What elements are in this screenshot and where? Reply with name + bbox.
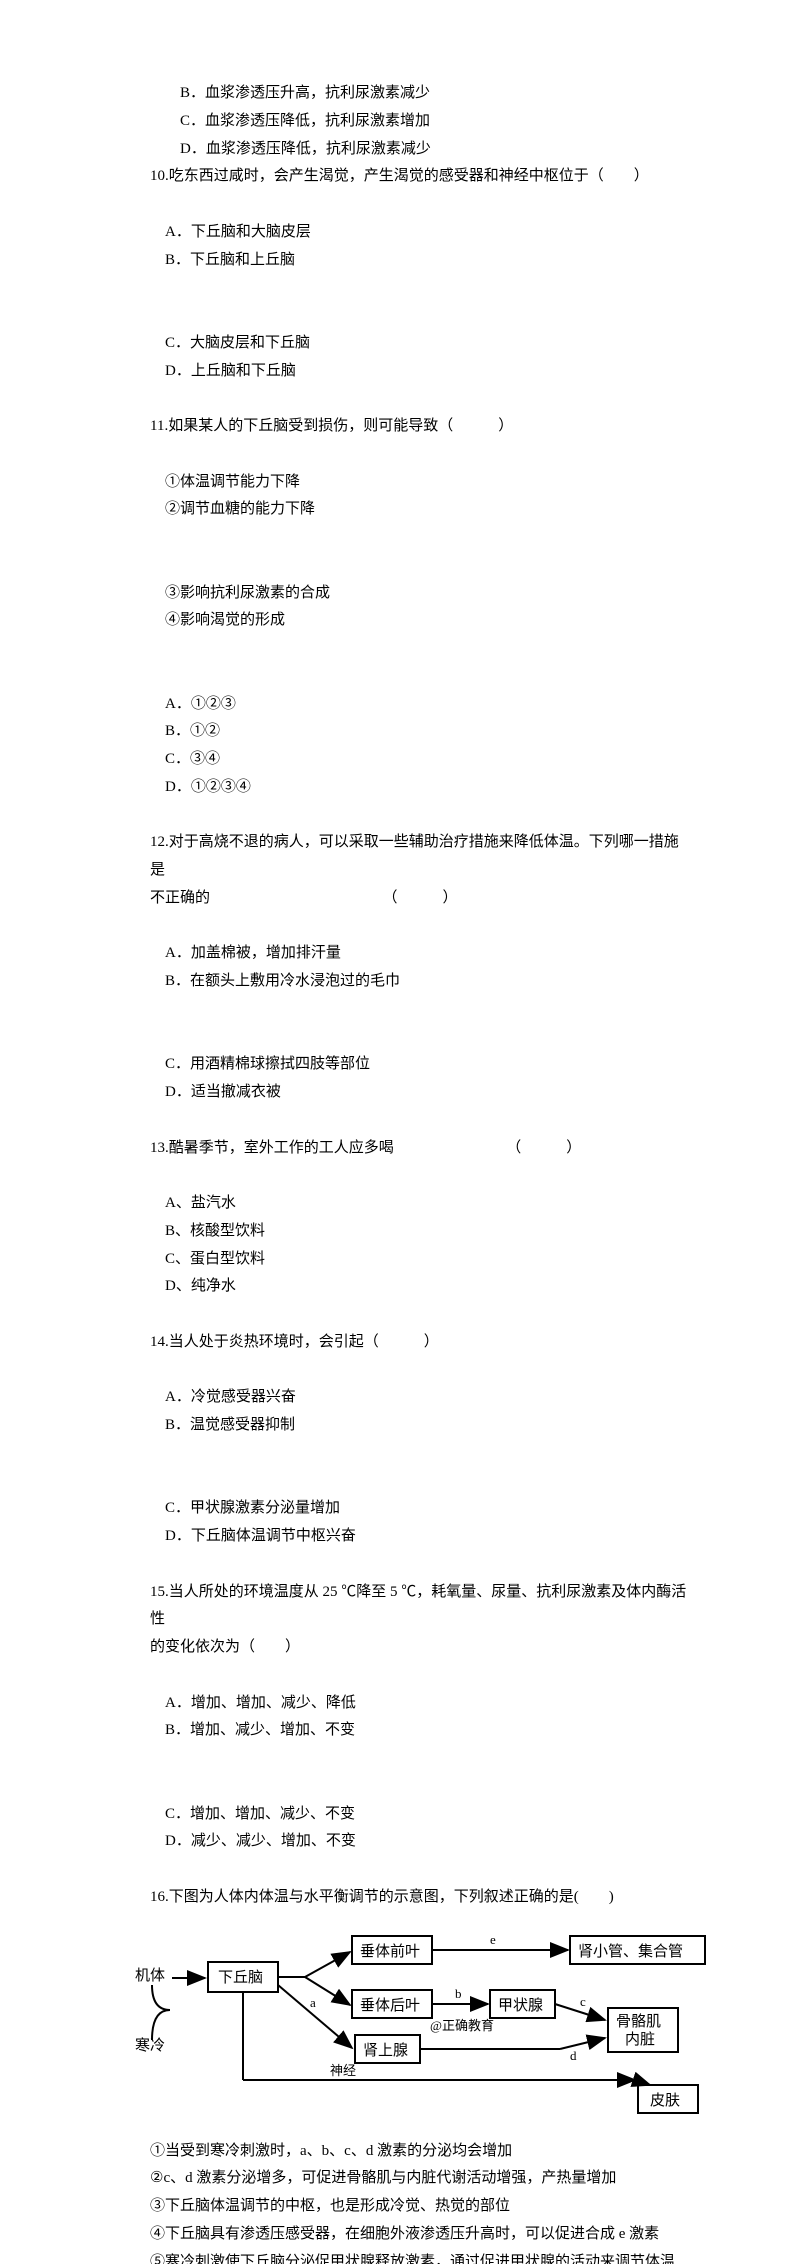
q11-row2: ③影响抗利尿激素的合成 ④影响渴觉的形成 (150, 552, 690, 663)
q11-o3: ③影响抗利尿激素的合成 (165, 580, 375, 608)
q11-o4: ④影响渴觉的形成 (165, 612, 285, 628)
hypothalamus-label: 下丘脑 (218, 1969, 263, 1986)
skin-label: 皮肤 (650, 2092, 680, 2109)
q13-a: A、盐汽水 (165, 1190, 300, 1218)
q16-o3: ③下丘脑体温调节的中枢，也是形成冷觉、热觉的部位 (150, 2193, 690, 2221)
q11-opts: A．①②③ B．①② C．③④ D．①②③④ (150, 663, 690, 830)
q14-a: A．冷觉感受器兴奋 (165, 1384, 405, 1412)
q13-stem: 13.酷暑季节，室外工作的工人应多喝 （ ） (150, 1135, 690, 1163)
q15-c: C．增加、增加、减少、不变 (165, 1801, 465, 1829)
q10-stem: 10.吃东西过咸时，会产生渴觉，产生渴觉的感受器和神经中枢位于（ ） (150, 163, 690, 191)
watermark: @正确教育 (430, 2018, 494, 2033)
q12-row2: C．用酒精棉球擦拭四肢等部位 D．适当撤减衣被 (150, 1024, 690, 1135)
exam-page: B．血浆渗透压升高，抗利尿激素减少 C．血浆渗透压降低，抗利尿激素增加 D．血浆… (0, 0, 800, 2264)
skeletal-muscle-label: 骨骼肌 (616, 2013, 661, 2030)
q15-d: D．减少、减少、增加、不变 (165, 1833, 356, 1849)
q11-a: A．①②③ (165, 691, 300, 719)
thyroid-label: 甲状腺 (498, 1997, 543, 2014)
q15-row2: C．增加、增加、减少、不变 D．减少、减少、增加、不变 (150, 1773, 690, 1884)
q13-b: B、核酸型饮料 (165, 1218, 300, 1246)
q12-b: B．在额头上敷用冷水浸泡过的毛巾 (165, 973, 400, 989)
q12-c: C．用酒精棉球擦拭四肢等部位 (165, 1051, 405, 1079)
regulation-diagram: 机体 寒冷 下丘脑 a 垂体前叶 e 肾小管、集合管 垂体后叶 (130, 1930, 720, 2120)
q13-d: D、纯净水 (165, 1278, 236, 1294)
q15-row1: A．增加、增加、减少、降低 B．增加、减少、增加、不变 (150, 1662, 690, 1773)
q14-d: D．下丘脑体温调节中枢兴奋 (165, 1528, 356, 1544)
q11-c: C．③④ (165, 746, 270, 774)
edge-d: d (570, 2048, 577, 2063)
edge-c: c (580, 1994, 586, 2009)
q16-stem: 16.下图为人体内体温与水平衡调节的示意图，下列叙述正确的是( ) (150, 1884, 690, 1912)
q15-a: A．增加、增加、减少、降低 (165, 1690, 465, 1718)
q11-stem: 11.如果某人的下丘脑受到损伤，则可能导致（ ） (150, 413, 690, 441)
anterior-pituitary-label: 垂体前叶 (360, 1943, 420, 1960)
q11-row1: ①体温调节能力下降 ②调节血糖的能力下降 (150, 441, 690, 552)
q14-b: B．温觉感受器抑制 (165, 1417, 295, 1433)
q9-opt-d: D．血浆渗透压降低，抗利尿激素减少 (150, 136, 690, 164)
q11-o2: ②调节血糖的能力下降 (165, 501, 315, 517)
edge-a: a (310, 1995, 316, 2010)
q10-row1: A．下丘脑和大脑皮层 B．下丘脑和上丘脑 (150, 191, 690, 302)
posterior-pituitary-label: 垂体后叶 (360, 1997, 420, 2014)
adrenal-label: 肾上腺 (363, 2042, 408, 2059)
q10-b: B．下丘脑和上丘脑 (165, 252, 295, 268)
q10-d: D．上丘脑和下丘脑 (165, 363, 296, 379)
q16-o1: ①当受到寒冷刺激时，a、b、c、d 激素的分泌均会增加 (150, 2138, 690, 2166)
q12-d: D．适当撤减衣被 (165, 1084, 281, 1100)
q12-a: A．加盖棉被，增加排汗量 (165, 940, 405, 968)
q10-row2: C．大脑皮层和下丘脑 D．上丘脑和下丘脑 (150, 302, 690, 413)
q11-b: B．①② (165, 718, 285, 746)
q15-stem2: 的变化依次为（ ） (150, 1634, 690, 1662)
q11-d: D．①②③④ (165, 779, 251, 795)
q10-c: C．大脑皮层和下丘脑 (165, 330, 405, 358)
q12-stem1: 12.对于高烧不退的病人，可以采取一些辅助治疗措施来降低体温。下列哪一措施是 (150, 829, 690, 885)
q12-stem2: 不正确的 （ ） (150, 885, 690, 913)
q13-opts: A、盐汽水 B、核酸型饮料 C、蛋白型饮料 D、纯净水 (150, 1162, 690, 1329)
edge-b: b (455, 1986, 462, 2001)
q9-opt-b: B．血浆渗透压升高，抗利尿激素减少 (150, 80, 690, 108)
q16-o2: ②c、d 激素分泌增多，可促进骨骼肌与内脏代谢活动增强，产热量增加 (150, 2165, 690, 2193)
q14-stem: 14.当人处于炎热环境时，会引起（ ） (150, 1329, 690, 1357)
q13-c: C、蛋白型饮料 (165, 1246, 315, 1274)
q12-row1: A．加盖棉被，增加排汗量 B．在额头上敷用冷水浸泡过的毛巾 (150, 913, 690, 1024)
q14-c: C．甲状腺激素分泌量增加 (165, 1495, 525, 1523)
q16-o4: ④下丘脑具有渗透压感受器，在细胞外液渗透压升高时，可以促进合成 e 激素 (150, 2221, 690, 2249)
q9-opt-c: C．血浆渗透压降低，抗利尿激素增加 (150, 108, 690, 136)
q15-stem1: 15.当人所处的环境温度从 25 ℃降至 5 ℃，耗氧量、尿量、抗利尿激素及体内… (150, 1579, 690, 1635)
cold-label: 寒冷 (135, 2036, 165, 2054)
viscera-label: 内脏 (625, 2031, 655, 2048)
q11-o1: ①体温调节能力下降 (165, 469, 375, 497)
q15-b: B．增加、减少、增加、不变 (165, 1722, 355, 1738)
q10-a: A．下丘脑和大脑皮层 (165, 219, 405, 247)
body-label: 机体 (135, 1967, 165, 1984)
q14-row1: A．冷觉感受器兴奋 B．温觉感受器抑制 (150, 1357, 690, 1468)
q14-row2: C．甲状腺激素分泌量增加 D．下丘脑体温调节中枢兴奋 (150, 1468, 690, 1579)
edge-e: e (490, 1932, 496, 1947)
kidney-tubule-label: 肾小管、集合管 (578, 1943, 683, 1960)
nerve-label: 神经 (330, 2063, 356, 2078)
q16-o5: ⑤寒冷刺激使下丘脑分泌促甲状腺释放激素，通过促进甲状腺的活动来调节体温 (150, 2249, 690, 2264)
